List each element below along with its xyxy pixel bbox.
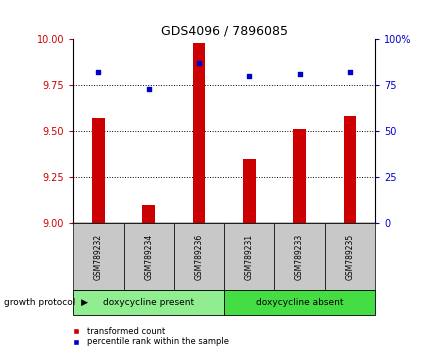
Bar bbox=[243, 159, 255, 223]
Bar bbox=[224, 290, 374, 315]
Point bbox=[145, 86, 152, 91]
Bar bbox=[173, 223, 224, 290]
Point bbox=[95, 69, 101, 75]
Bar bbox=[142, 205, 155, 223]
Text: GSM789232: GSM789232 bbox=[94, 234, 103, 280]
Bar bbox=[92, 118, 104, 223]
Bar bbox=[343, 116, 355, 223]
Bar bbox=[324, 223, 374, 290]
Bar bbox=[192, 42, 205, 223]
Point bbox=[346, 69, 353, 75]
Bar bbox=[274, 223, 324, 290]
Bar bbox=[292, 129, 305, 223]
Bar bbox=[73, 223, 123, 290]
Title: GDS4096 / 7896085: GDS4096 / 7896085 bbox=[160, 25, 287, 38]
Text: doxycycline present: doxycycline present bbox=[103, 298, 194, 307]
Text: growth protocol  ▶: growth protocol ▶ bbox=[4, 298, 88, 307]
Bar bbox=[224, 223, 274, 290]
Bar bbox=[73, 290, 224, 315]
Text: GSM789235: GSM789235 bbox=[344, 234, 353, 280]
Bar bbox=[123, 223, 173, 290]
Legend: transformed count, percentile rank within the sample: transformed count, percentile rank withi… bbox=[64, 324, 232, 350]
Point bbox=[295, 71, 302, 77]
Text: GSM789234: GSM789234 bbox=[144, 234, 153, 280]
Text: GSM789233: GSM789233 bbox=[295, 234, 303, 280]
Text: GSM789231: GSM789231 bbox=[244, 234, 253, 280]
Text: doxycycline absent: doxycycline absent bbox=[255, 298, 343, 307]
Text: GSM789236: GSM789236 bbox=[194, 234, 203, 280]
Point bbox=[195, 60, 202, 66]
Point bbox=[245, 73, 252, 79]
